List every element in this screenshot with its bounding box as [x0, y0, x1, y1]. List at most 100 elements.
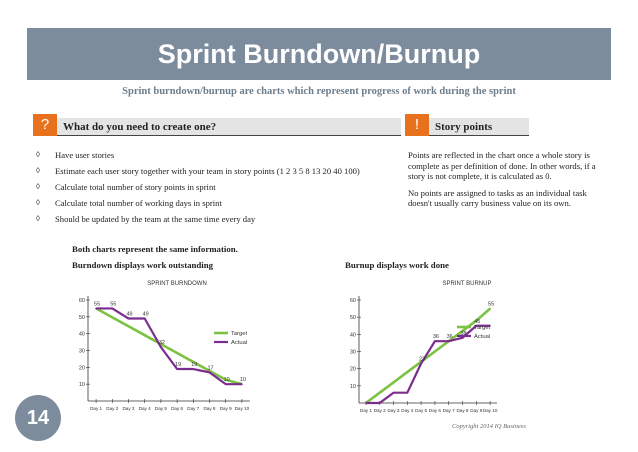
data-point — [461, 330, 464, 332]
diamond-bullet-icon: ◊ — [36, 182, 40, 191]
copyright-notice: Copyright 2014 IQ Business — [452, 423, 526, 430]
list-item-text: Calculate total number of working days i… — [55, 198, 222, 208]
y-tick-label: 40 — [79, 332, 85, 338]
x-tick-label: Day 4 — [139, 406, 151, 411]
data-label: 10 — [224, 377, 230, 383]
data-point — [392, 381, 395, 384]
y-tick-label: 50 — [79, 315, 85, 321]
title-bar: Sprint Burndown/Burnup — [27, 28, 611, 80]
x-tick-label: Day 7 — [187, 406, 199, 411]
burndown-chart: SPRINT BURNDOWN 10 20 30 40 50 60 Day 1 Day 2 Day… — [62, 273, 280, 421]
data-point — [392, 391, 395, 394]
x-tick-label: Day 8 — [203, 406, 215, 411]
data-point — [475, 324, 478, 327]
data-point — [378, 391, 381, 394]
series-line-target — [365, 307, 491, 405]
y-tick-label: 50 — [350, 315, 356, 321]
data-point — [365, 402, 367, 404]
legend-entry: Actual — [474, 334, 490, 340]
list-item: ◊ Calculate total number of story points … — [33, 182, 363, 193]
data-point — [143, 334, 146, 336]
data-point — [447, 340, 450, 342]
data-label: 38 — [460, 331, 466, 337]
series-line-actual — [96, 307, 242, 386]
data-label: 36 — [433, 334, 439, 340]
data-point — [192, 368, 195, 370]
page-number-badge: 14 — [15, 395, 61, 441]
x-tick-label: Day 2 — [374, 408, 386, 413]
list-item: ◊ Estimate each user story together with … — [33, 166, 363, 177]
x-tick-label: Day 2 — [106, 406, 118, 411]
data-label: 49 — [143, 312, 149, 318]
series-line-actual — [365, 324, 491, 405]
y-tick-label: 30 — [79, 349, 85, 355]
chart-svg: SPRINT BURNDOWN 10 20 30 40 50 60 Day 1 Day 2 Day… — [79, 281, 250, 411]
data-point — [406, 391, 409, 394]
story-points-notes: Points are reflected in the chart once a… — [408, 150, 598, 215]
x-tick-label: Day 4 — [401, 408, 413, 413]
x-tick-label: Day 9 — [470, 408, 482, 413]
right-section-heading: Story points — [435, 120, 493, 133]
chart-title: SPRINT BURNDOWN — [147, 281, 207, 287]
x-tick-label: Day 6 — [429, 408, 441, 413]
list-item-text: Should be updated by the team at the sam… — [55, 214, 256, 224]
data-point — [224, 383, 227, 385]
data-label: 32 — [159, 340, 165, 346]
left-section-heading: What do you need to create one? — [63, 120, 217, 133]
diamond-bullet-icon: ◊ — [36, 198, 40, 207]
page-number: 14 — [26, 406, 50, 429]
burnup-caption: Burnup displays work done — [345, 260, 449, 270]
x-tick-label: Day 7 — [443, 408, 455, 413]
data-point — [461, 336, 464, 339]
burndown-caption: Burndown displays work outstanding — [72, 260, 214, 270]
data-point — [176, 368, 178, 370]
data-point — [224, 378, 227, 381]
data-point — [176, 352, 178, 354]
question-badge: ? — [33, 113, 57, 136]
y-tick-label: 30 — [350, 350, 356, 356]
slide-title: Sprint Burndown/Burnup — [157, 38, 481, 69]
x-tick-label: Day 10 — [483, 408, 498, 413]
x-tick-label: Day 3 — [122, 406, 134, 411]
list-item-text: Calculate total number of story points i… — [55, 182, 216, 192]
data-point — [192, 361, 195, 363]
x-tick-label: Day 1 — [360, 408, 372, 413]
data-label: 17 — [207, 365, 213, 371]
y-tick-label: 40 — [350, 332, 356, 338]
data-point — [127, 325, 130, 328]
data-point — [208, 371, 211, 374]
x-tick-label: Day 10 — [235, 406, 250, 411]
data-point — [489, 307, 491, 310]
data-point — [378, 402, 381, 404]
data-label: 55 — [94, 301, 100, 307]
data-label: 55 — [110, 301, 116, 307]
data-point — [143, 317, 146, 320]
story-points-note: No points are assigned to tasks as an in… — [408, 187, 587, 209]
legend-entry: Actual — [231, 340, 247, 346]
data-label: 55 — [488, 302, 494, 308]
data-point — [434, 350, 436, 353]
list-item: ◊ Should be updated by the team at the sa… — [33, 214, 363, 225]
x-tick-label: Day 8 — [456, 408, 468, 413]
charts-intro: Both charts represent the same informati… — [72, 244, 238, 254]
data-point — [475, 319, 478, 322]
y-tick-label: 10 — [79, 382, 85, 388]
data-point — [127, 317, 130, 320]
y-tick-label: 20 — [79, 365, 85, 371]
diamond-bullet-icon: ◊ — [36, 166, 40, 175]
legend-entry: Target — [474, 325, 491, 331]
list-item-text: Have user stories — [55, 150, 115, 160]
data-label: 10 — [240, 377, 246, 383]
y-tick-label: 20 — [350, 367, 356, 373]
diamond-bullet-icon: ◊ — [36, 150, 40, 159]
series-line-target — [95, 307, 243, 386]
requirements-list: ◊ Have user stories ◊ Estimate each user s… — [33, 150, 363, 230]
data-point — [434, 340, 436, 342]
y-tick-label: 60 — [79, 298, 85, 304]
slide-subtitle: Sprint burndown/burnup are charts which … — [122, 86, 516, 97]
data-point — [111, 307, 114, 310]
x-tick-label: Day 3 — [387, 408, 399, 413]
chart-svg: SPRINT BURNUP 10 20 30 40 50 60 Day 1 Day 2 Day 3… — [350, 281, 498, 413]
burnup-chart: SPRINT BURNUP 10 20 30 40 50 60 Day 1 Day 2 Day 3… — [335, 273, 515, 423]
y-tick-label: 10 — [350, 384, 356, 390]
